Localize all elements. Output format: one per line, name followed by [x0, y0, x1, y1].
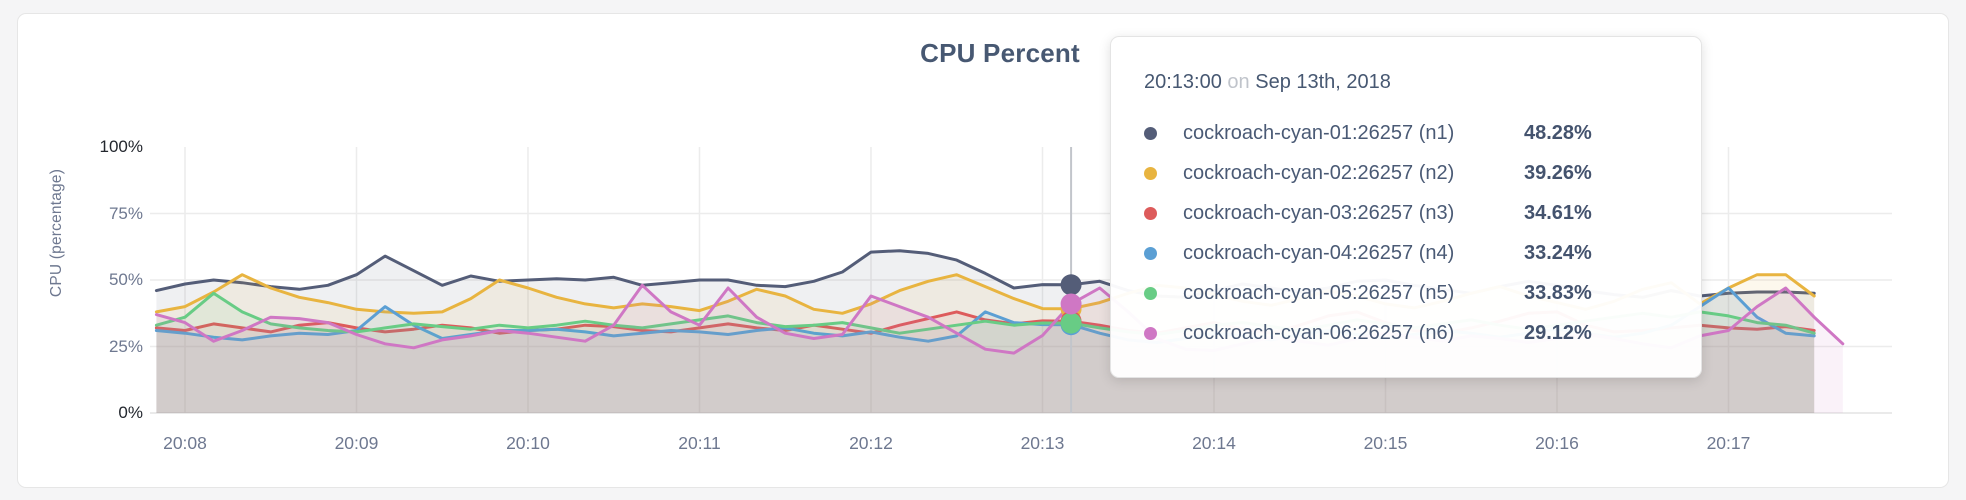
chart-title: CPU Percent: [920, 38, 1080, 68]
series-color-dot-icon: [1144, 206, 1157, 220]
hover-dot-n5: [1060, 312, 1082, 334]
tooltip-series-value: 34.61%: [1524, 201, 1592, 224]
series-color-dot-icon: [1144, 326, 1157, 340]
hover-dot-n1: [1060, 274, 1082, 296]
tooltip-row: cockroach-cyan-01:26257 (n1) 48.28%: [1144, 113, 1661, 153]
series-color-dot-icon: [1144, 126, 1157, 140]
tooltip-row: cockroach-cyan-02:26257 (n2) 39.26%: [1144, 153, 1661, 193]
tooltip-on-word: on: [1227, 71, 1250, 93]
tooltip-series-value: 39.26%: [1524, 161, 1592, 184]
tooltip-series-value: 48.28%: [1524, 121, 1592, 144]
tooltip-row: cockroach-cyan-05:26257 (n5) 33.83%: [1144, 273, 1661, 313]
hover-dot-n6: [1060, 293, 1082, 315]
tooltip-series-label: cockroach-cyan-03:26257 (n3): [1183, 201, 1455, 224]
y-tick-label: 25%: [108, 336, 143, 356]
x-tick-label: 20:15: [1363, 433, 1408, 453]
x-tick-label: 20:13: [1020, 433, 1065, 453]
y-tick-label: 75%: [108, 203, 143, 223]
y-tick-label: 0%: [118, 403, 143, 422]
tooltip-date: Sep 13th, 2018: [1255, 71, 1391, 93]
x-tick-label: 20:08: [163, 433, 207, 453]
series-color-dot-icon: [1144, 286, 1157, 300]
series-area-n6: [156, 285, 1843, 413]
y-tick-label: 50%: [108, 270, 143, 289]
hover-tooltip: 20:13:00 on Sep 13th, 2018 cockroach-cya…: [1110, 36, 1702, 378]
tooltip-row: cockroach-cyan-04:26257 (n4) 33.24%: [1144, 233, 1661, 273]
tooltip-series-label: cockroach-cyan-02:26257 (n2): [1183, 161, 1455, 184]
tooltip-series-label: cockroach-cyan-04:26257 (n4): [1183, 241, 1455, 264]
x-tick-label: 20:09: [334, 433, 379, 453]
x-tick-label: 20:11: [678, 433, 721, 453]
tooltip-series-label: cockroach-cyan-01:26257 (n1): [1183, 121, 1455, 144]
tooltip-series-value: 29.12%: [1524, 321, 1592, 344]
x-tick-label: 20:17: [1706, 433, 1751, 453]
tooltip-timestamp: 20:13:00 on Sep 13th, 2018: [1144, 69, 1661, 95]
x-tick-label: 20:10: [506, 433, 550, 453]
tooltip-row: cockroach-cyan-06:26257 (n6) 29.12%: [1144, 313, 1661, 353]
tooltip-row: cockroach-cyan-03:26257 (n3) 34.61%: [1144, 193, 1661, 233]
tooltip-series-label: cockroach-cyan-06:26257 (n6): [1183, 321, 1455, 344]
series-color-dot-icon: [1144, 246, 1157, 260]
tooltip-series-label: cockroach-cyan-05:26257 (n5): [1183, 281, 1455, 304]
tooltip-series-list: cockroach-cyan-01:26257 (n1) 48.28% cockro…: [1144, 113, 1661, 353]
tooltip-series-value: 33.83%: [1524, 281, 1592, 304]
tooltip-series-value: 33.24%: [1524, 241, 1592, 264]
x-tick-label: 20:12: [849, 433, 893, 453]
tooltip-time: 20:13:00: [1144, 71, 1222, 93]
x-tick-label: 20:14: [1192, 433, 1236, 453]
x-tick-label: 20:16: [1535, 433, 1579, 453]
series-color-dot-icon: [1144, 166, 1157, 180]
y-tick-label: 100%: [99, 137, 143, 156]
